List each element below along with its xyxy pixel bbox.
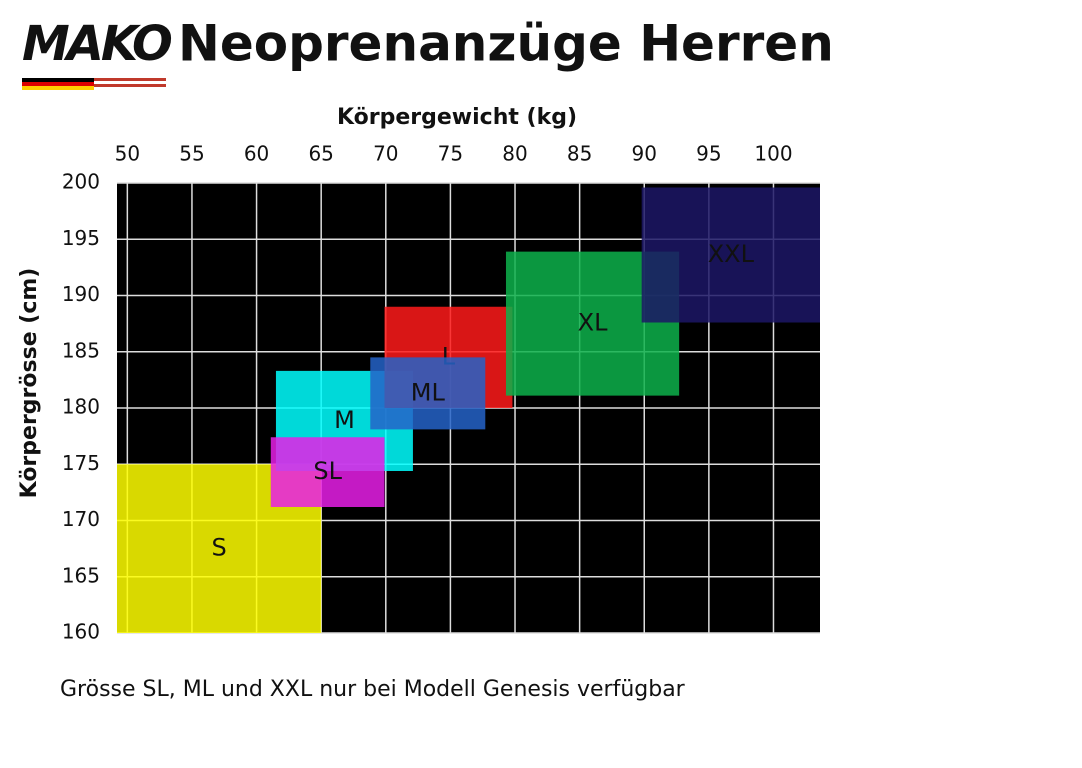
footnote: Grösse SL, ML und XXL nur bei Modell Gen… <box>60 677 686 702</box>
x-tick-label: 95 <box>696 142 721 166</box>
flag-stripe <box>22 78 94 82</box>
logo: MAKO <box>22 16 175 90</box>
region-label: XL <box>578 309 608 337</box>
flag-stripe <box>94 78 166 81</box>
x-axis-title: Körpergewicht (kg) <box>337 105 577 130</box>
x-tick-label: 75 <box>438 142 463 166</box>
y-tick-label: 165 <box>62 563 100 587</box>
region-label: ML <box>411 378 446 406</box>
x-tick-label: 90 <box>632 142 657 166</box>
y-tick-label: 175 <box>62 451 100 475</box>
y-tick-label: 180 <box>62 395 100 419</box>
x-tick-label: 70 <box>373 142 398 166</box>
region-label: SL <box>313 457 342 485</box>
y-tick-label: 185 <box>62 338 100 362</box>
x-tick-label: 50 <box>115 142 140 166</box>
x-tick-label: 85 <box>567 142 592 166</box>
region-label: M <box>334 406 355 434</box>
y-tick-label: 195 <box>62 226 100 250</box>
flag-stripe <box>94 84 166 87</box>
y-axis-title: Körpergrösse (cm) <box>17 268 42 499</box>
brand: MAKO <box>22 16 172 72</box>
y-tick-label: 190 <box>62 282 100 306</box>
region-label: XXL <box>708 240 755 268</box>
size-region <box>270 437 385 507</box>
y-tick-label: 170 <box>62 507 100 531</box>
flag-stripe <box>22 86 94 90</box>
size-region <box>641 187 820 323</box>
x-tick-label: 55 <box>179 142 204 166</box>
region-label: S <box>211 534 226 562</box>
flag-stripe <box>22 82 94 86</box>
y-tick-label: 160 <box>62 620 100 644</box>
size-region <box>370 357 486 430</box>
x-tick-label: 60 <box>244 142 269 166</box>
x-tick-label: 100 <box>754 142 792 166</box>
x-tick-label: 80 <box>502 142 527 166</box>
chart-title: Neoprenanzüge Herren <box>178 15 834 73</box>
y-tick-label: 200 <box>62 170 100 194</box>
x-tick-label: 65 <box>308 142 333 166</box>
